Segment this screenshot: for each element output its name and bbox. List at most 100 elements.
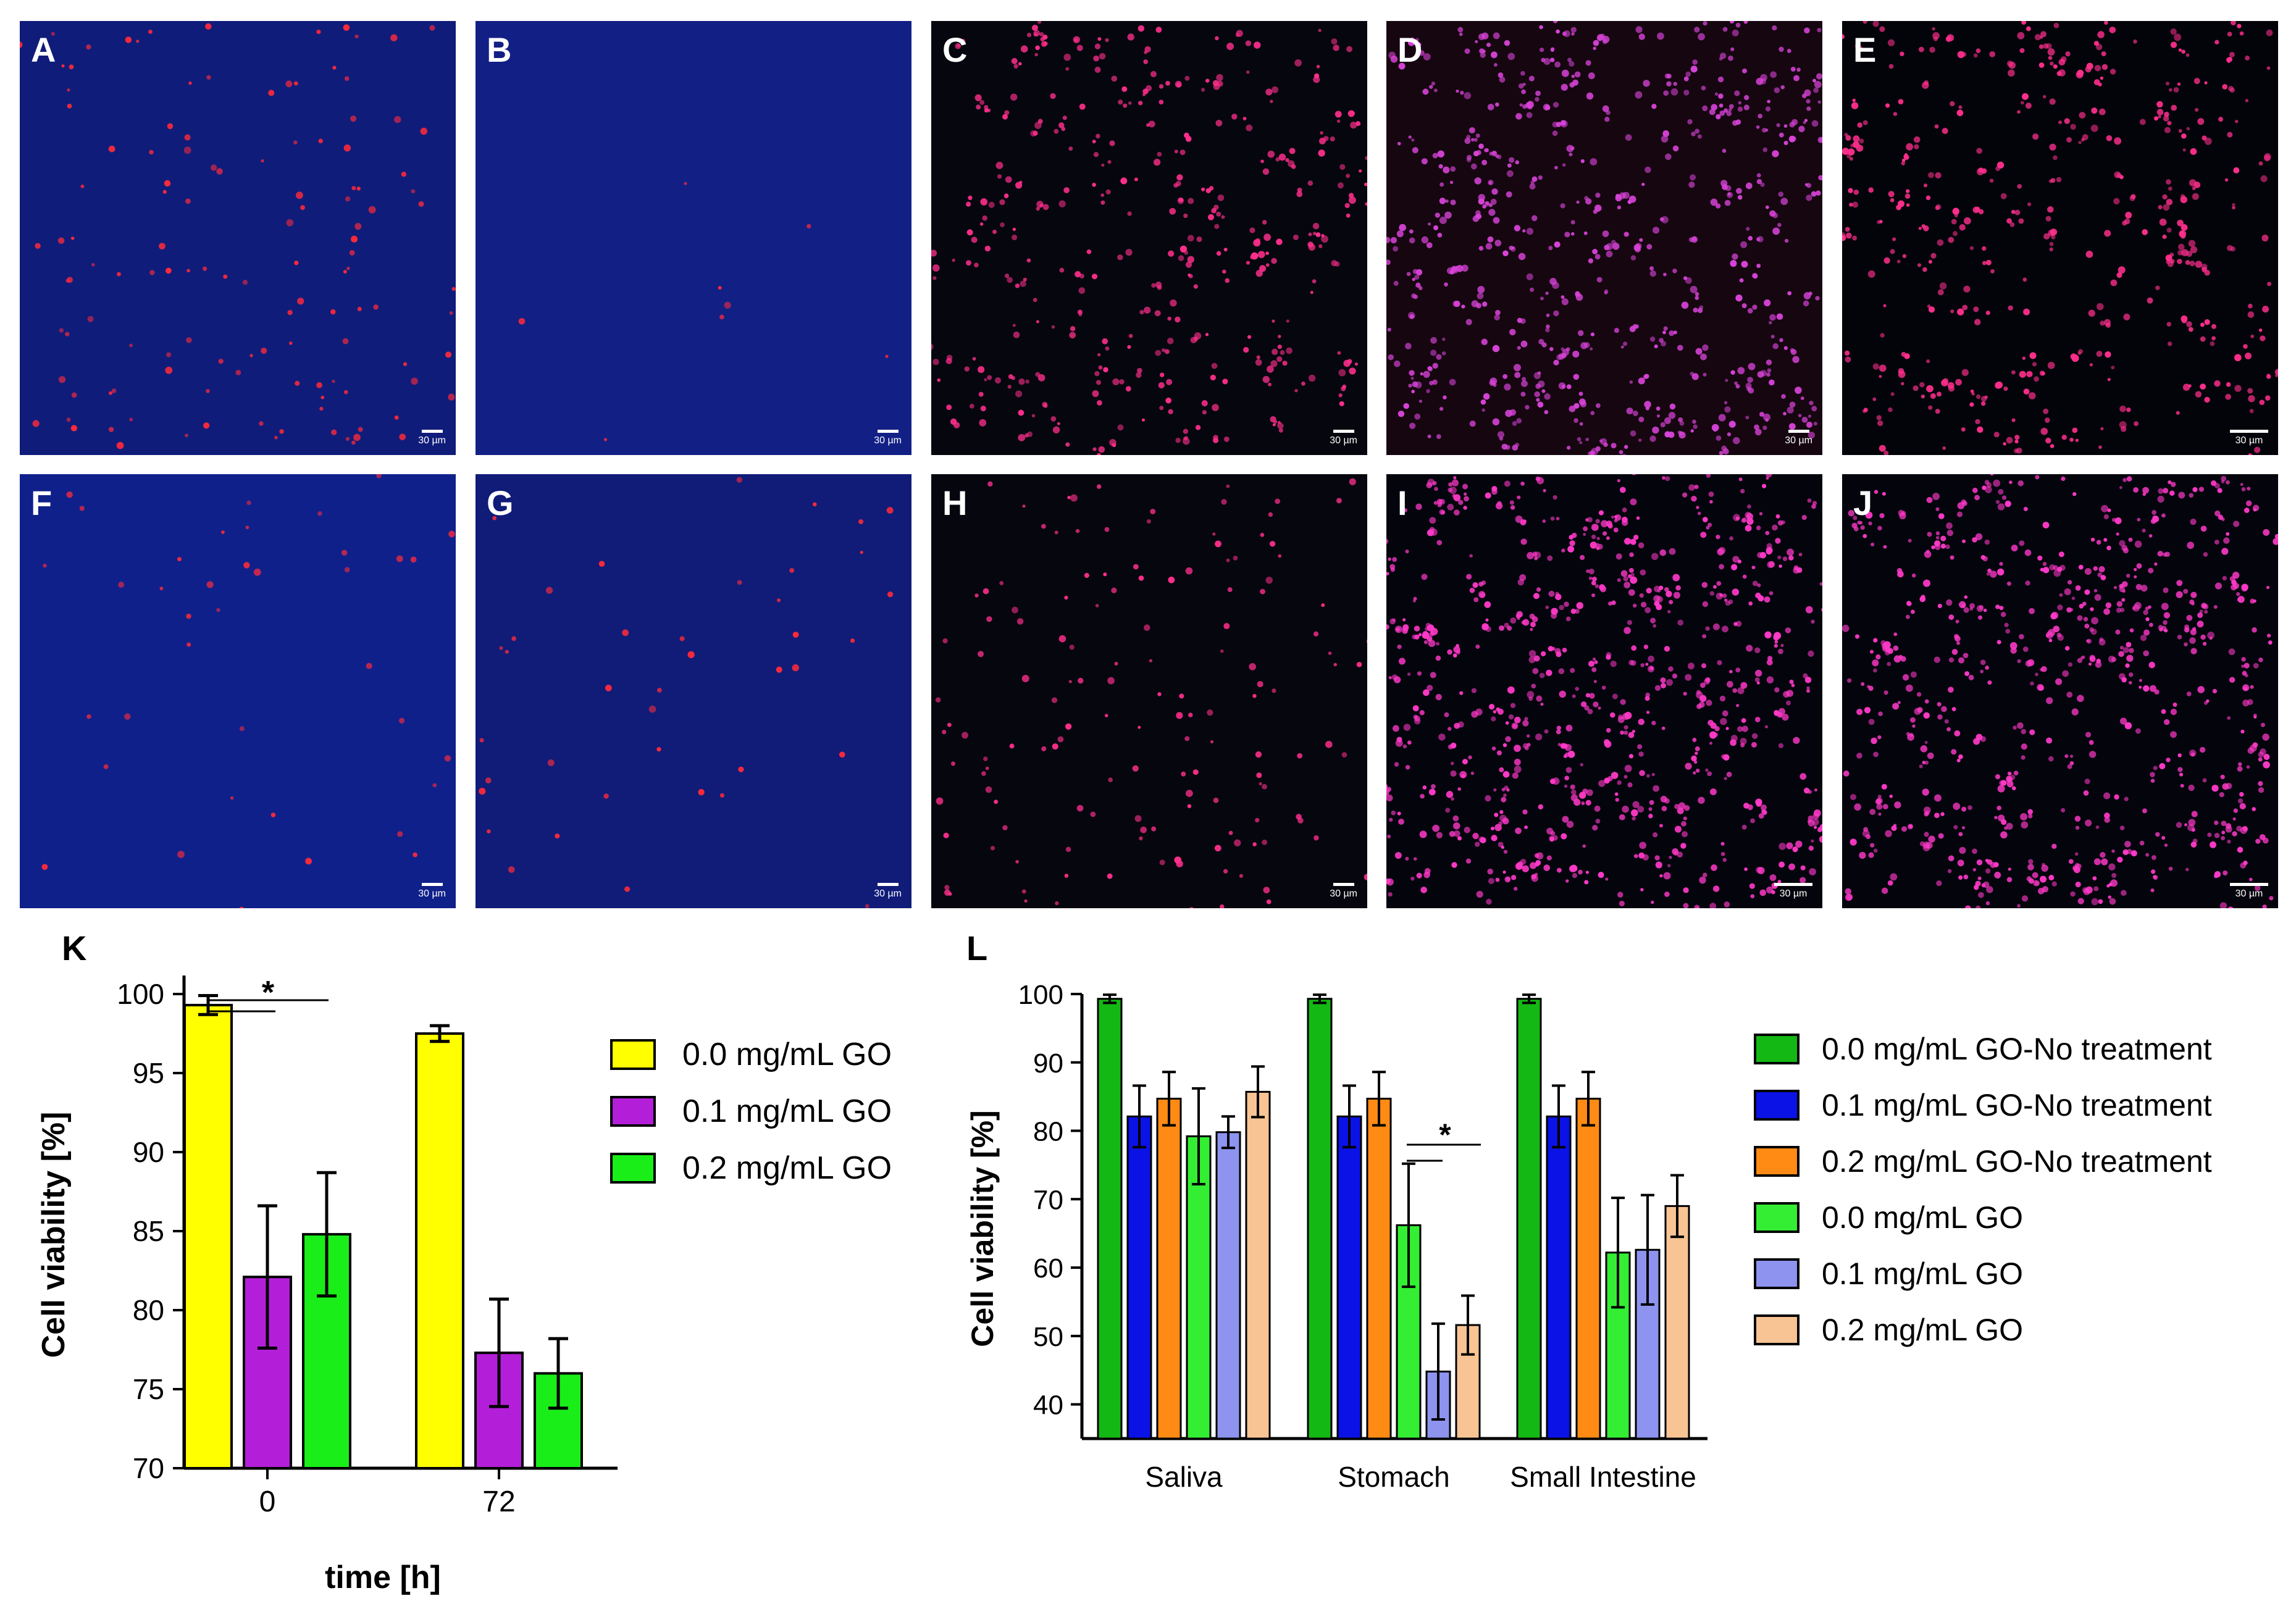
cell-dot [1769, 874, 1777, 882]
cell-dot [1719, 451, 1724, 455]
cell-dot [1109, 439, 1117, 446]
cell-dot [1622, 516, 1628, 523]
cell-dot [984, 108, 989, 113]
cell-dot [2162, 194, 2168, 200]
cell-dot [61, 64, 65, 68]
cell-dot [1985, 259, 1992, 265]
cell-dot [1811, 619, 1815, 624]
cell-dot [1553, 310, 1559, 317]
cell-dot [2077, 351, 2082, 356]
cell-dot [2164, 111, 2169, 117]
micrograph-panel-f: F 30 µm [20, 474, 456, 908]
cell-dot [1763, 413, 1771, 421]
cell-dot [2037, 683, 2044, 692]
cell-dot [1964, 671, 1970, 677]
cell-dot [1756, 866, 1762, 874]
cell-dot [448, 530, 455, 538]
cell-dot [2163, 620, 2168, 625]
cell-dot [2181, 224, 2188, 231]
cell-dot [1223, 623, 1230, 630]
cell-dot [1394, 625, 1402, 633]
cell-dot [1804, 677, 1812, 683]
cell-dot [968, 195, 973, 201]
cell-dot [1932, 493, 1940, 500]
cell-dot [321, 395, 325, 399]
cell-dot [1735, 667, 1741, 673]
cell-dot [1914, 144, 1919, 149]
cell-dot [1737, 106, 1743, 112]
cell-dot [1955, 378, 1962, 386]
cell-dot [1990, 269, 1995, 274]
cell-dot [1752, 304, 1758, 310]
l-y-tick-label: 90 [1033, 1048, 1063, 1079]
cell-dot [1521, 89, 1526, 94]
cell-dot [1708, 491, 1714, 497]
cell-dot [2249, 409, 2254, 414]
cell-dot [1735, 295, 1743, 302]
cell-dot [1041, 524, 1046, 529]
cell-dot [2241, 487, 2246, 491]
cell-dot [2219, 792, 2224, 798]
cell-dot [2250, 685, 2254, 689]
cell-dot [1451, 862, 1457, 868]
cell-dot [2264, 153, 2271, 161]
cell-dot [1959, 846, 1966, 854]
cell-dot [166, 352, 172, 357]
cell-dot [1770, 71, 1777, 78]
cell-dot [1614, 792, 1619, 796]
cell-dot [1406, 272, 1411, 277]
cell-dot [1644, 696, 1650, 701]
cell-dot [2109, 898, 2116, 905]
cell-dot [1520, 70, 1525, 76]
cell-dot [349, 249, 355, 256]
cell-dot [1640, 601, 1647, 608]
cell-dot [1128, 101, 1132, 105]
cell-dot [2119, 175, 2124, 180]
cell-dot [1726, 771, 1732, 777]
cell-dot [343, 270, 347, 274]
cell-dot [1007, 385, 1012, 389]
cell-dot [1632, 474, 1636, 475]
cell-dot [1517, 616, 1520, 620]
cell-dot [1210, 374, 1216, 381]
cell-dot [2075, 825, 2080, 830]
cell-dot [1719, 52, 1727, 59]
cell-dot [2203, 604, 2209, 609]
cell-dot [2191, 827, 2196, 832]
cell-dot [1150, 508, 1156, 514]
cell-dot [1057, 736, 1064, 743]
cell-dot [1650, 666, 1654, 670]
cell-dot [1695, 128, 1700, 134]
cell-dot [1158, 99, 1164, 105]
cell-dot [1883, 545, 1887, 549]
cell-dot [353, 433, 361, 441]
cell-dot [1100, 200, 1105, 205]
cell-dot [1842, 34, 1845, 40]
cell-dot [935, 697, 941, 703]
cell-dot [1490, 198, 1497, 205]
cell-dot [1519, 103, 1523, 107]
cell-dot [1522, 809, 1528, 815]
cell-dot [1493, 32, 1500, 40]
cell-dot [1806, 106, 1811, 111]
cell-dot [1622, 341, 1628, 346]
cell-dot [2238, 762, 2242, 766]
cell-dot [1096, 133, 1100, 139]
cell-dot [1452, 300, 1459, 307]
cell-dot [401, 171, 407, 177]
cell-dot [2133, 567, 2137, 572]
cell-dot [2101, 504, 2108, 512]
cell-dot [1987, 680, 1992, 685]
cell-dot [253, 568, 261, 576]
cell-dot [1102, 338, 1108, 345]
cell-dot [1392, 725, 1399, 732]
cell-dot [1757, 236, 1764, 243]
cell-dot [1265, 251, 1269, 256]
cell-dot [1692, 236, 1697, 241]
cell-dot [2042, 567, 2050, 574]
cell-dot [1435, 693, 1442, 701]
cell-dot [261, 348, 267, 354]
cell-dot [2140, 585, 2148, 592]
cell-dot [1852, 201, 1859, 208]
cell-dot [2123, 548, 2129, 554]
